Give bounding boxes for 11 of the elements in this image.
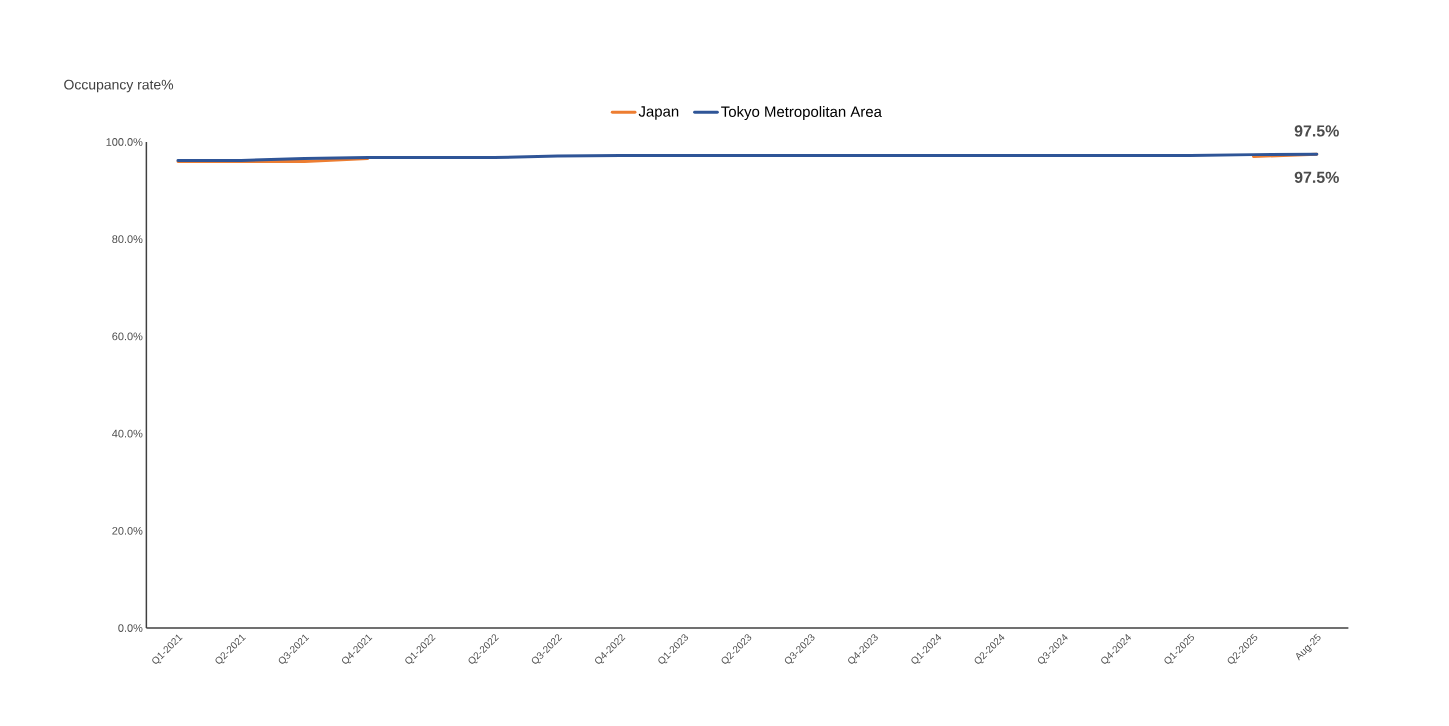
legend-label: Japan: [638, 106, 679, 120]
y-tick-label: 100.0%: [106, 138, 143, 146]
y-tick-label: 80.0%: [112, 235, 143, 244]
y-tick-label: 20.0%: [112, 526, 143, 535]
y-tick-label: 0.0%: [118, 624, 143, 632]
y-tick-label: 40.0%: [112, 429, 143, 438]
y-tick-label: 60.0%: [112, 332, 143, 341]
data-label: 97.5%: [1294, 171, 1339, 183]
y-axis-title: Occupancy rate%: [64, 79, 174, 93]
legend-label: Tokyo Metropolitan Area: [721, 106, 882, 120]
data-label: 97.5%: [1294, 125, 1339, 137]
